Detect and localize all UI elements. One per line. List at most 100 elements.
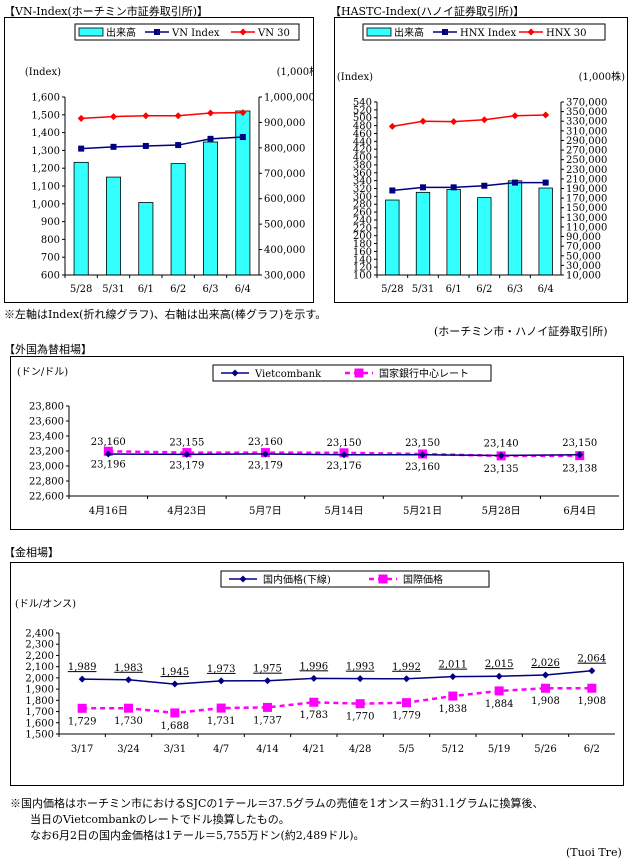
hnx-y-right-tick-label: 90,000 (566, 232, 601, 243)
source-credit: (Tuoi Tre) (566, 846, 622, 859)
stock-note: ※左軸はIndex(折れ線グラフ)、右軸は出来高(棒グラフ)を示す。 (4, 308, 327, 321)
fx-legend-s1-label: Vietcombank (254, 369, 322, 380)
hnx-y-right-tick-label: 50,000 (566, 251, 601, 262)
fx-y-tick-label: 22,800 (29, 477, 64, 488)
gold-s1-point (356, 675, 364, 683)
hnx-index-point (420, 184, 426, 191)
gold-s2-point (541, 683, 550, 693)
hnx-y-left-tick-label: 380 (353, 160, 372, 171)
gold-x-tick-label: 3/31 (164, 744, 186, 755)
hnx-index-point (542, 179, 549, 186)
gold-s2-data-label: 1,730 (114, 716, 143, 727)
hnx-x-tick-label: 6/2 (476, 284, 492, 295)
hnx-y-left-tick-label: 520 (353, 105, 372, 116)
gold-s2-data-label: 1,908 (578, 696, 607, 707)
fx-x-tick-label: 5月7日 (249, 505, 282, 517)
hnx-index-point (450, 184, 457, 191)
gold-s2-data-label: 1,838 (439, 704, 468, 715)
fx-s1-point (183, 450, 191, 458)
hnx-y-right-label: (1,000株) (579, 70, 626, 83)
hnx-y-right-tick-label: 70,000 (566, 242, 601, 253)
hnx-legend-bar-label: 出来高 (394, 26, 424, 39)
vn-y-left-tick-label: 1,500 (31, 110, 60, 121)
hnx-y-left-tick-label: 320 (353, 184, 372, 195)
hnx-y-right-tick-label: 170,000 (566, 194, 607, 205)
gold-s1-point (78, 675, 86, 683)
fx-legend-s2-marker (354, 368, 364, 378)
hnx-index-title: 【HASTC-Index(ハノイ証券取引所)】 (330, 5, 525, 18)
vn-index-point (110, 143, 117, 150)
gold-s1-line (82, 669, 592, 685)
fx-s1-point (261, 450, 269, 458)
gold-s2-data-label: 1,783 (300, 710, 329, 721)
hnx-y-right-tick-label: 310,000 (566, 126, 607, 137)
fx-x-tick-label: 5月21日 (403, 505, 442, 517)
gold-s1-data-label: 1,973 (207, 664, 236, 675)
hnx-y-right-tick-label: 270,000 (566, 146, 607, 157)
hnx-x-tick-label: 6/3 (507, 284, 523, 295)
vn-y-right-tick-label: 500,000 (264, 220, 305, 231)
stock-source: (ホーチミン市・ハノイ証券取引所) (434, 325, 608, 338)
fx-s1-point (340, 451, 348, 459)
fx-s2-data-label: 23,179 (169, 461, 204, 472)
hnx-y-right-tick-label: 150,000 (566, 203, 607, 214)
hnx-y-left-tick-label: 100 (353, 271, 372, 282)
hnx-x-tick-label: 6/1 (446, 284, 462, 295)
hnx-y-left-tick-label: 140 (353, 255, 372, 266)
fx-x-tick-label: 6月4日 (563, 505, 596, 517)
gold-s2-data-label: 1,737 (253, 715, 282, 726)
gold-s1-data-label: 1,975 (253, 664, 282, 675)
hnx-legend-30-label: HNX 30 (546, 28, 587, 39)
fx-s1-point (576, 451, 584, 459)
gold-s2-point (402, 698, 411, 708)
vn-y-right-tick-label: 700,000 (264, 169, 305, 180)
gold-legend-s2-marker (378, 574, 388, 584)
hnx-y-right-tick-label: 350,000 (566, 107, 607, 118)
gold-s1-data-label: 1,989 (68, 662, 97, 673)
gold-x-tick-label: 4/14 (256, 744, 278, 755)
fx-y-tick-label: 23,600 (29, 417, 64, 428)
vn-index-point (239, 134, 246, 141)
vn-volume-bar (73, 161, 89, 276)
fx-panel: Vietcombank 国家銀行中心レート (ドン/ドル) 22,600 22,800 2… (10, 356, 624, 530)
hnx-x-tick-label: 5/31 (412, 284, 434, 295)
fx-y-tick-label: 23,200 (29, 447, 64, 458)
fx-s2-data-label: 23,135 (484, 464, 519, 475)
hnx-y-left-tick-label: 360 (353, 168, 372, 179)
gold-x-tick-label: 4/7 (213, 744, 229, 755)
gold-s1-point (588, 667, 596, 675)
hnx-y-left-tick-label: 220 (353, 223, 372, 234)
gold-s1-point (217, 677, 225, 685)
hnx-30-point (388, 122, 396, 130)
vn-30-point (142, 112, 150, 120)
hnx-y-right-tick-label: 30,000 (566, 261, 601, 272)
fx-s1-point (497, 452, 505, 459)
gold-s2-data-label: 1,688 (161, 721, 190, 732)
gold-s2-point (494, 686, 504, 696)
vn-index-panel: 出来高 VN Index VN 30 (Index) (1,000株) 600 700 800… (4, 17, 323, 303)
hnx-volume-bar (507, 180, 523, 276)
gold-s2-point (124, 703, 133, 713)
hnx-index-panel: 出来高 HNX Index HNX 30 (Index) (1,000株) 100 120 1… (334, 17, 628, 303)
hnx-index-line (392, 181, 546, 192)
hnx-30-point (419, 117, 427, 125)
gold-y-tick-label: 2,100 (25, 662, 54, 673)
fx-s1-point (419, 451, 427, 459)
hnx-y-left-tick-label: 440 (353, 137, 372, 148)
vn-volume-bar (105, 176, 122, 276)
vn-index-point (142, 142, 149, 149)
vn-y-left-tick-label: 1,600 (31, 93, 60, 104)
hnx-y-left-tick-label: 340 (353, 176, 372, 187)
vn-y-left-tick-label: 1,000 (31, 199, 60, 210)
vn-index-title: 【VN-Index(ホーチミン市証券取引所)】 (4, 5, 209, 18)
hnx-legend-index-label: HNX Index (460, 28, 516, 39)
hnx-volume-bar (446, 189, 461, 276)
hnx-30-point (480, 116, 488, 124)
gold-s2-point (263, 702, 272, 712)
fx-s2-data-label: 23,176 (327, 461, 362, 472)
fx-s1-data-label: 23,155 (169, 437, 204, 448)
hnx-30-line (392, 114, 546, 128)
vn-legend-index-label: VN Index (171, 28, 220, 39)
hnx-y-left-tick-label: 240 (353, 215, 372, 226)
fx-y-label: (ドン/ドル) (17, 367, 68, 378)
